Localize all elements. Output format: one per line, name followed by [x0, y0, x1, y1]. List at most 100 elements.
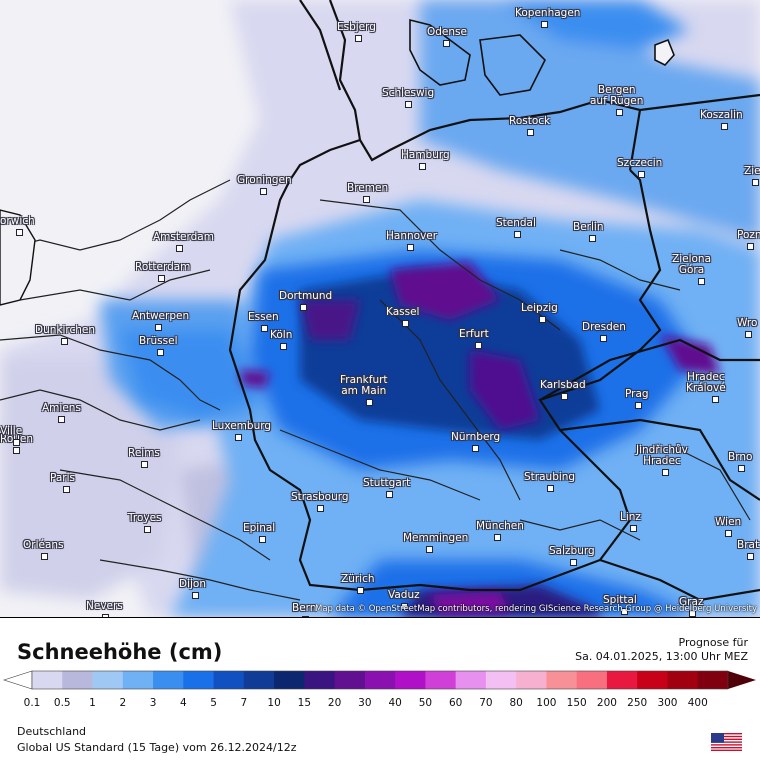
city-label: Zürich	[341, 573, 375, 585]
city-label: Bern	[292, 602, 317, 614]
scale-swatch	[576, 671, 608, 689]
city-label: Brat	[737, 539, 760, 551]
city-label: Bremen	[347, 182, 389, 194]
scale-swatch	[425, 671, 457, 689]
city-marker	[712, 396, 719, 403]
region-label: Deutschland	[17, 725, 87, 738]
city-marker	[662, 469, 669, 476]
city-marker	[635, 402, 643, 409]
city-label: Szczecin	[617, 157, 663, 169]
city-marker	[157, 349, 165, 356]
city-marker	[689, 610, 697, 617]
city-marker	[747, 553, 755, 560]
city-marker	[637, 171, 645, 178]
city-label: Kassel	[386, 306, 420, 318]
city-label: Hannover	[386, 230, 438, 242]
city-label: Luxemburg	[212, 420, 272, 432]
city-marker	[235, 434, 243, 441]
scale-swatch	[213, 671, 245, 689]
city-marker	[541, 21, 548, 28]
scale-tick-label: 0.1	[23, 697, 41, 709]
city-label: Frankfurt am Main	[340, 374, 388, 397]
city-label: Linz	[620, 511, 641, 523]
scale-tick-label: 300	[657, 697, 678, 709]
city-marker	[494, 534, 502, 541]
city-marker	[560, 393, 568, 400]
scale-tick-label: 400	[687, 697, 708, 709]
scale-tick-label: 60	[448, 697, 463, 709]
city-marker	[725, 530, 733, 537]
city-marker	[302, 616, 310, 617]
city-label: Rostock	[509, 115, 551, 127]
city-label: Rotterdam	[135, 261, 191, 273]
city-label: Troyes	[128, 512, 162, 524]
city-marker	[317, 505, 324, 512]
city-label: Erfurt	[459, 328, 489, 340]
city-marker	[405, 101, 413, 108]
city-label: Paris	[50, 472, 75, 484]
city-label: Bergen auf Rügen	[590, 84, 644, 107]
city-label: Zie	[744, 165, 760, 177]
city-label: Leipzig	[521, 302, 558, 314]
scale-tick-label: 200	[596, 697, 617, 709]
city-marker	[258, 536, 266, 543]
city-label: Salzburg	[549, 545, 595, 557]
city-marker	[386, 491, 394, 498]
city-label: Schleswig	[382, 87, 435, 99]
city-label: Wien	[715, 516, 742, 528]
scale-tick-label: 20	[327, 697, 342, 709]
city-label: Stendal	[496, 217, 536, 229]
city-label: Koszalin	[700, 109, 743, 121]
scale-tick-label: 80	[509, 697, 523, 709]
city-label: Dortmund	[279, 290, 333, 302]
scale-swatch	[153, 671, 184, 689]
scale-tick-label: 30	[358, 697, 372, 709]
city-label: Epinal	[243, 522, 276, 534]
city-marker	[61, 338, 68, 345]
city-marker	[13, 447, 20, 454]
city-label: Karlsbad	[540, 379, 586, 391]
snow-field-extreme	[240, 262, 720, 614]
city-label: Groningen	[237, 174, 292, 186]
city-marker	[621, 608, 629, 615]
map-attribution: Map data © OpenStreetMap contributors, r…	[315, 604, 757, 614]
city-marker	[588, 235, 596, 242]
scale-tick-label: 15	[297, 697, 312, 709]
city-marker	[720, 123, 728, 130]
city-label: Nevers	[86, 600, 123, 612]
city-label: Dresden	[582, 321, 626, 333]
legend-title: Schneehöhe (cm)	[17, 640, 223, 664]
city-marker	[143, 526, 151, 533]
city-marker	[155, 324, 163, 331]
scale-tick-label: 5	[210, 697, 217, 709]
city-marker	[41, 553, 49, 560]
scale-tick-label: 40	[388, 697, 402, 709]
city-marker	[539, 316, 547, 323]
scale-swatch	[516, 671, 547, 689]
city-label: Vaduz	[388, 589, 420, 601]
city-marker	[630, 525, 638, 532]
scale-tick-label: 70	[479, 697, 493, 709]
city-label: Esbjerg	[337, 21, 376, 33]
scale-swatch	[546, 671, 578, 689]
city-label: Reims	[128, 447, 160, 459]
snow-depth-map[interactable]: Esbjerg Odense Kopenhagen Schleswig Bergen a…	[0, 0, 760, 618]
scale-swatch	[485, 671, 517, 689]
city-marker	[158, 275, 166, 282]
city-label: Nürnberg	[451, 431, 501, 443]
city-marker	[547, 485, 555, 492]
scale-swatch	[455, 671, 487, 689]
city-marker	[63, 486, 70, 493]
city-marker	[401, 320, 409, 327]
scale-tick-label: 0.5	[53, 697, 71, 709]
city-marker	[192, 592, 199, 599]
us-flag-icon[interactable]	[711, 733, 742, 751]
city-label: Hamburg	[401, 149, 450, 161]
scale-swatch	[183, 671, 215, 689]
city-marker	[442, 40, 450, 47]
city-label: Brno	[728, 451, 753, 463]
city-marker	[471, 445, 479, 452]
city-label: Köln	[270, 329, 293, 341]
city-label: Essen	[248, 311, 279, 323]
city-marker	[744, 331, 752, 338]
